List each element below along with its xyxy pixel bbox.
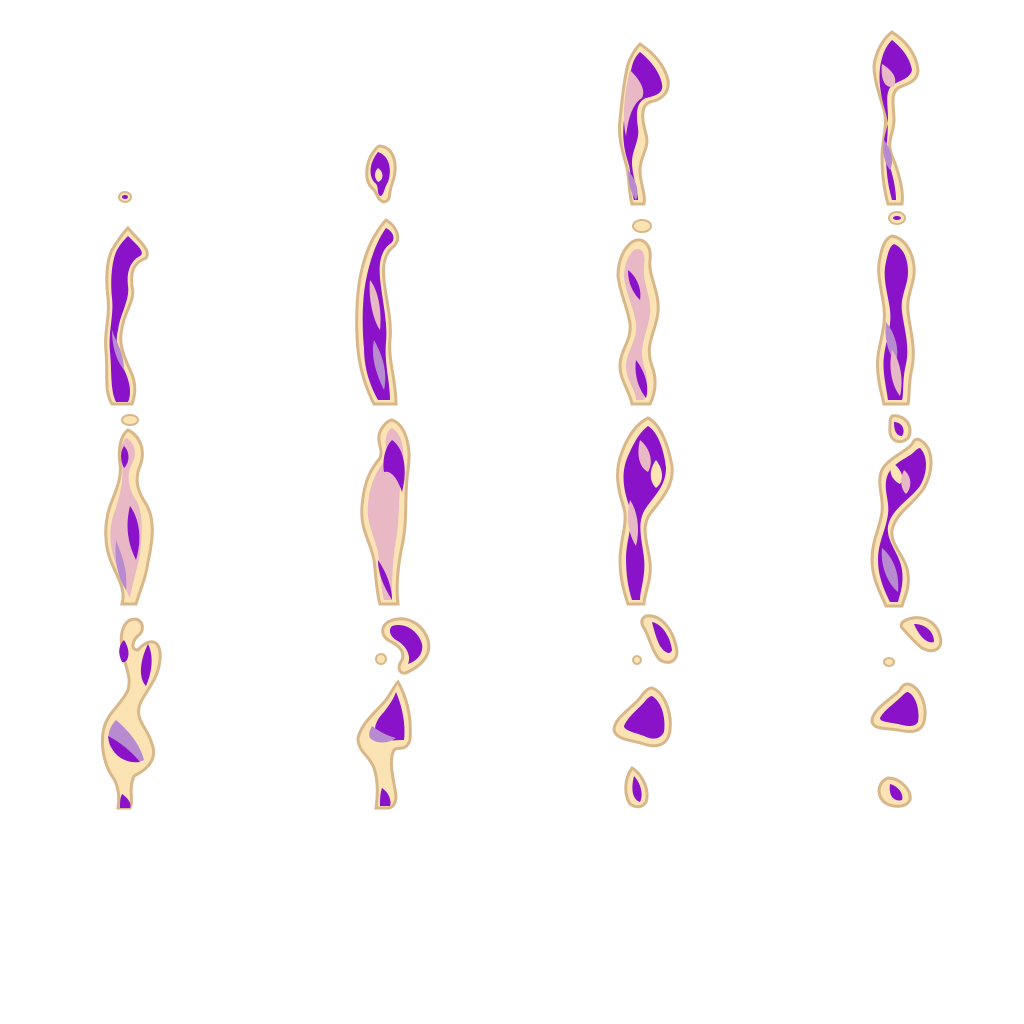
flame-frame-1-1 — [104, 191, 149, 406]
flame-frame-4-1 — [872, 30, 920, 206]
flame-frame-2-2 — [360, 418, 411, 606]
flame-frame-3-1 — [618, 42, 670, 206]
flame-col-1 — [100, 191, 162, 810]
flame-frame-4-4 — [870, 616, 943, 808]
flame-frame-1-3 — [100, 617, 162, 810]
flame-col-3 — [612, 42, 679, 809]
flame-frame-1-2 — [104, 414, 154, 606]
flame-frame-2-1 — [355, 144, 400, 406]
flame-col-4 — [870, 30, 943, 808]
flame-frame-3-2 — [616, 219, 660, 406]
flame-frame-4-2 — [876, 211, 916, 406]
flame-frame-4-3 — [870, 414, 933, 608]
flame-frame-3-4 — [612, 614, 679, 809]
flame-col-2 — [355, 144, 431, 810]
flame-frame-3-3 — [616, 416, 674, 606]
flame-frame-2-3 — [356, 617, 431, 810]
